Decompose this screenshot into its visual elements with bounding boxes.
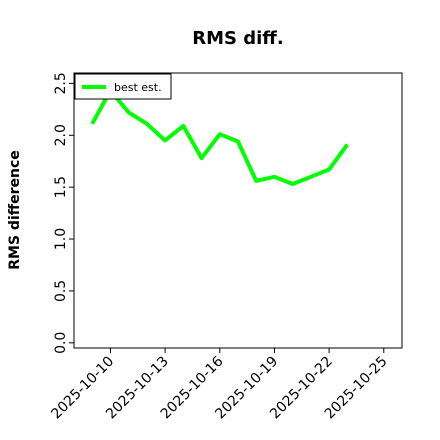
y-tick-label: 2.0 [53, 124, 69, 146]
legend: best est. [74, 73, 172, 100]
y-tick-label: 2.5 [53, 72, 69, 94]
legend-label-best-est: best est. [114, 81, 162, 94]
x-axis: 2025-10-102025-10-132025-10-162025-10-19… [48, 348, 391, 422]
chart-title: RMS diff. [192, 28, 283, 49]
y-tick-label: 1.5 [53, 176, 69, 198]
y-tick-label: 1.0 [53, 228, 69, 250]
y-tick-label: 0.5 [53, 280, 69, 302]
series-line-0 [90, 88, 349, 186]
y-axis: 0.0 0.5 1.0 1.5 2.0 2.5 [53, 72, 74, 354]
y-tick-label: 0.0 [53, 332, 69, 354]
y-axis-label: RMS difference [7, 150, 23, 270]
plot-frame [73, 72, 403, 349]
plot-area [90, 88, 349, 186]
